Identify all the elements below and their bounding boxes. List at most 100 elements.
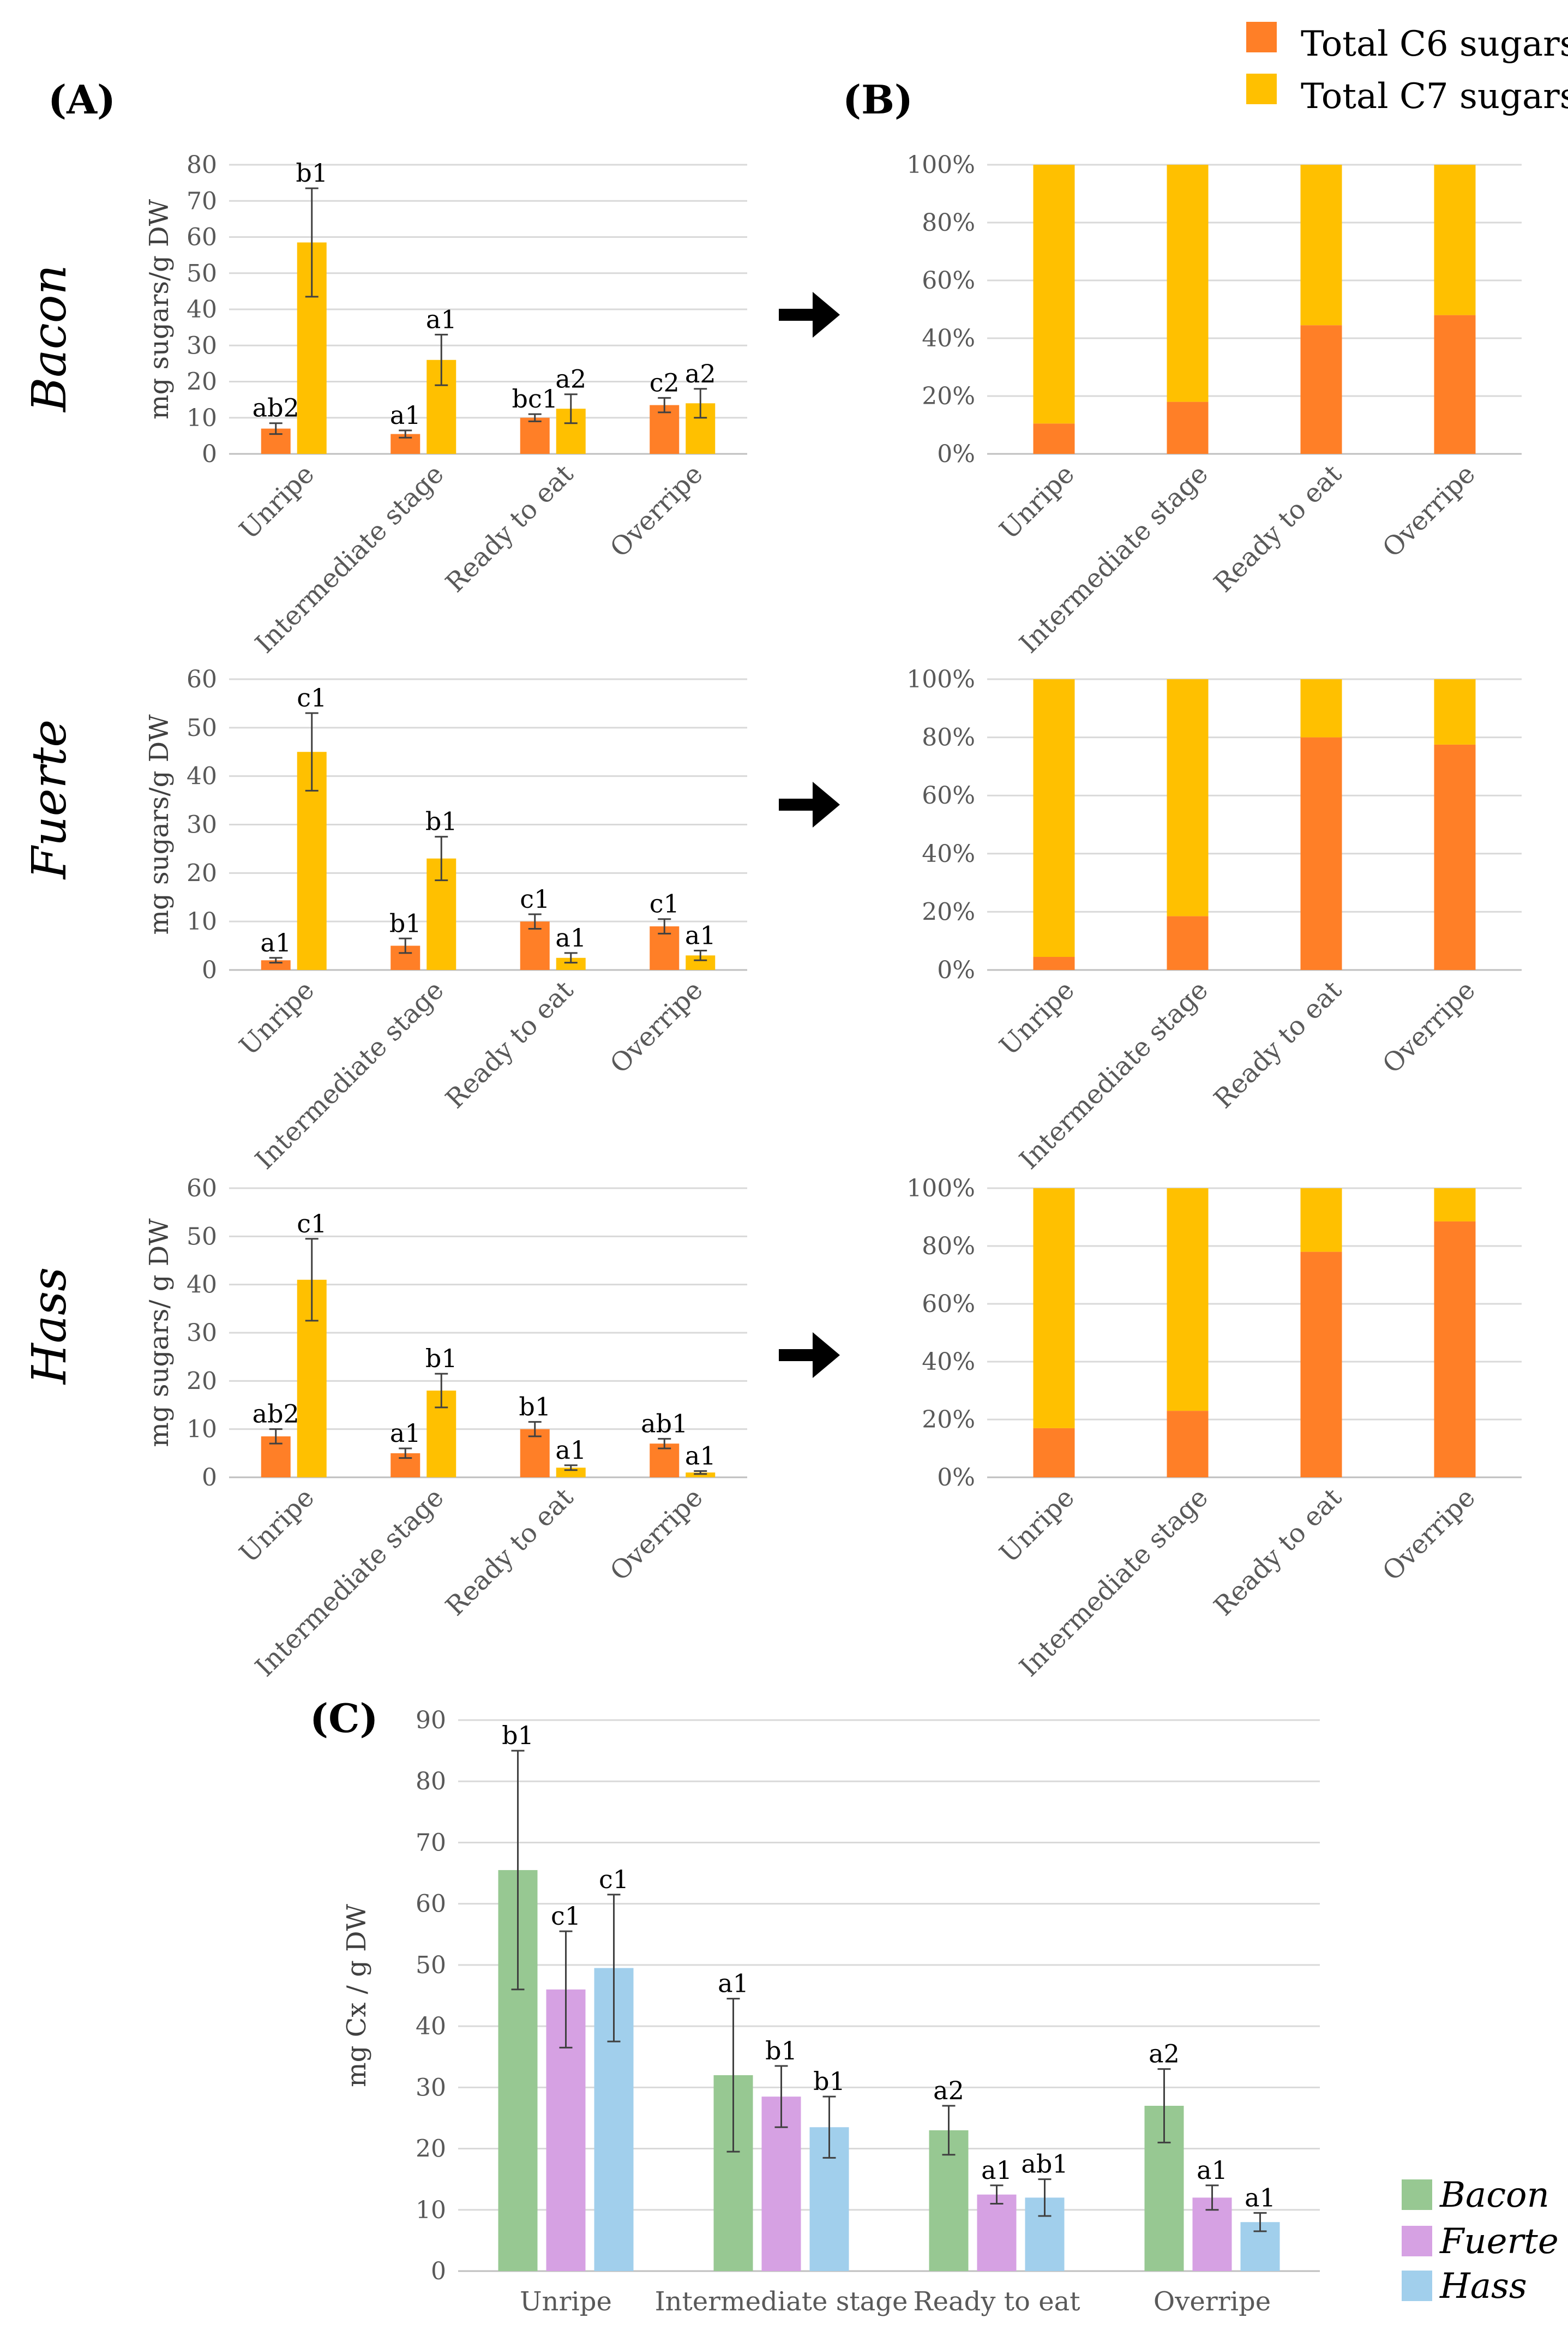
category-label: Unripe — [994, 459, 1080, 546]
y-tick-label: 60 — [187, 224, 217, 251]
category-label: Overripe — [604, 975, 709, 1080]
bar-total-c7-sugars-intermediate-stage — [1167, 1188, 1209, 1411]
bar-total-c7-sugars-intermediate-stage — [1167, 165, 1209, 402]
y-tick-label: 70 — [187, 187, 217, 215]
significance-label: b1 — [765, 2036, 797, 2065]
legend-swatch-fuerte — [1402, 2226, 1432, 2256]
significance-label: a2 — [1149, 2039, 1180, 2069]
bar-total-c7-sugars-ready-to-eat — [556, 1468, 586, 1477]
bar-total-c7-sugars-ready-to-eat — [1300, 1188, 1342, 1252]
category-label: Ready to eat — [1208, 1482, 1348, 1622]
y-tick-label: 20 — [187, 1367, 217, 1395]
significance-label: a2 — [555, 364, 586, 394]
significance-label: b1 — [502, 1721, 534, 1750]
y-tick-label: 90 — [416, 1706, 446, 1734]
y-tick-label: 60 — [187, 1175, 217, 1202]
significance-label: ab2 — [253, 393, 299, 423]
significance-label: a1 — [685, 920, 716, 950]
bar-total-c7-sugars-ready-to-eat — [1300, 679, 1342, 738]
significance-label: a1 — [1245, 2183, 1276, 2212]
bar-total-c7-sugars-overripe — [1434, 1188, 1476, 1221]
panel-label-b: (B) — [843, 76, 913, 123]
y-tick-label: 40 — [416, 2012, 446, 2040]
category-label: Intermediate stage — [655, 2286, 908, 2317]
y-tick-label: 20 — [416, 2135, 446, 2163]
legend-label-c6: Total C6 sugars — [1301, 24, 1568, 64]
arrow-icon — [779, 292, 840, 338]
y-tick-label: 70 — [416, 1829, 446, 1856]
panel-label-a: (A) — [48, 76, 116, 123]
y-tick-label: 100% — [906, 151, 975, 179]
significance-label: a1 — [390, 1418, 421, 1448]
legend-swatch-c6 — [1246, 22, 1277, 52]
y-tick-label: 0 — [202, 440, 217, 468]
bar-total-c6-sugars-intermediate-stage — [1167, 916, 1209, 970]
y-tick-label: 100% — [906, 666, 975, 693]
y-tick-label: 40 — [187, 763, 217, 790]
legend-label-bacon: Bacon — [1439, 2175, 1549, 2215]
bar-total-c6-sugars-overripe — [650, 405, 680, 454]
y-tick-label: 10 — [416, 2196, 446, 2224]
y-tick-label: 50 — [187, 260, 217, 287]
bar-total-c6-sugars-overripe — [1434, 315, 1476, 454]
category-label: Overripe — [1377, 975, 1481, 1080]
y-tick-label: 20 — [187, 859, 217, 887]
chart-a-fuerte: 0 10 20 30 40 50 60 mg sugars/g DW a1 b1 c1 c1 c1 b1 a… — [144, 666, 747, 1175]
bar-total-c6-sugars-unripe — [1033, 957, 1075, 970]
category-label: Unripe — [994, 975, 1080, 1062]
category-label: Unripe — [233, 459, 320, 546]
significance-label: c1 — [599, 1865, 629, 1894]
significance-label: a2 — [933, 2076, 964, 2105]
bar-total-c6-sugars-unripe — [1033, 1428, 1075, 1477]
chart-c: 0 10 20 30 40 50 60 70 80 90 mg Cx / g DW b1 a1 a2 a2 c… — [341, 1706, 1320, 2317]
legend-swatch-bacon — [1402, 2179, 1432, 2210]
category-label: Unripe — [994, 1482, 1080, 1569]
category-label: Unripe — [233, 1482, 320, 1569]
category-label: Unripe — [520, 2286, 612, 2317]
significance-label: c1 — [297, 1209, 327, 1238]
y-tick-label: 20% — [922, 1406, 975, 1434]
significance-label: a1 — [426, 304, 457, 334]
category-label: Overripe — [604, 459, 709, 564]
significance-label: a2 — [685, 359, 716, 388]
legend-label-c7: Total C7 sugars — [1301, 76, 1568, 117]
significance-label: b1 — [389, 908, 422, 938]
significance-label: a1 — [555, 923, 586, 953]
y-tick-label: 0 — [202, 956, 217, 984]
y-tick-label: 50 — [187, 1223, 217, 1250]
y-tick-label: 30 — [187, 811, 217, 839]
y-tick-label: 40% — [922, 840, 975, 868]
bar-total-c7-sugars-ready-to-eat — [1300, 165, 1342, 326]
significance-label: b1 — [296, 158, 328, 188]
significance-label: a1 — [555, 1435, 586, 1465]
bar-total-c6-sugars-unripe — [261, 960, 291, 970]
bar-fuerte-ready-to-eat — [977, 2194, 1017, 2271]
y-tick-label: 80% — [922, 724, 975, 752]
cultivar-label-bacon: Bacon — [22, 265, 77, 413]
y-tick-label: 50 — [187, 714, 217, 742]
significance-label: ab2 — [253, 1399, 299, 1429]
y-tick-label: 20% — [922, 382, 975, 410]
y-tick-label: 60 — [416, 1890, 446, 1918]
y-tick-label: 60 — [187, 666, 217, 693]
category-label: Ready to eat — [440, 1482, 579, 1622]
bar-total-c7-sugars-unripe — [1033, 165, 1075, 424]
y-tick-label: 40% — [922, 1348, 975, 1376]
significance-label: a1 — [390, 400, 421, 430]
y-tick-label: 80% — [922, 1232, 975, 1260]
category-label: Overripe — [1154, 2286, 1271, 2317]
bar-total-c6-sugars-intermediate-stage — [1167, 402, 1209, 454]
y-tick-label: 40% — [922, 325, 975, 352]
y-tick-label: 30 — [416, 2074, 446, 2101]
bar-total-c6-sugars-overripe — [1434, 1221, 1476, 1477]
y-tick-label: 20 — [187, 368, 217, 396]
y-tick-label: 10 — [187, 1416, 217, 1443]
category-label: Ready to eat — [1208, 975, 1348, 1115]
bar-total-c7-sugars-intermediate-stage — [1167, 679, 1209, 917]
bar-total-c6-sugars-overripe — [1434, 744, 1476, 970]
significance-label: a1 — [1197, 2155, 1228, 2185]
significance-label: b1 — [813, 2067, 845, 2096]
